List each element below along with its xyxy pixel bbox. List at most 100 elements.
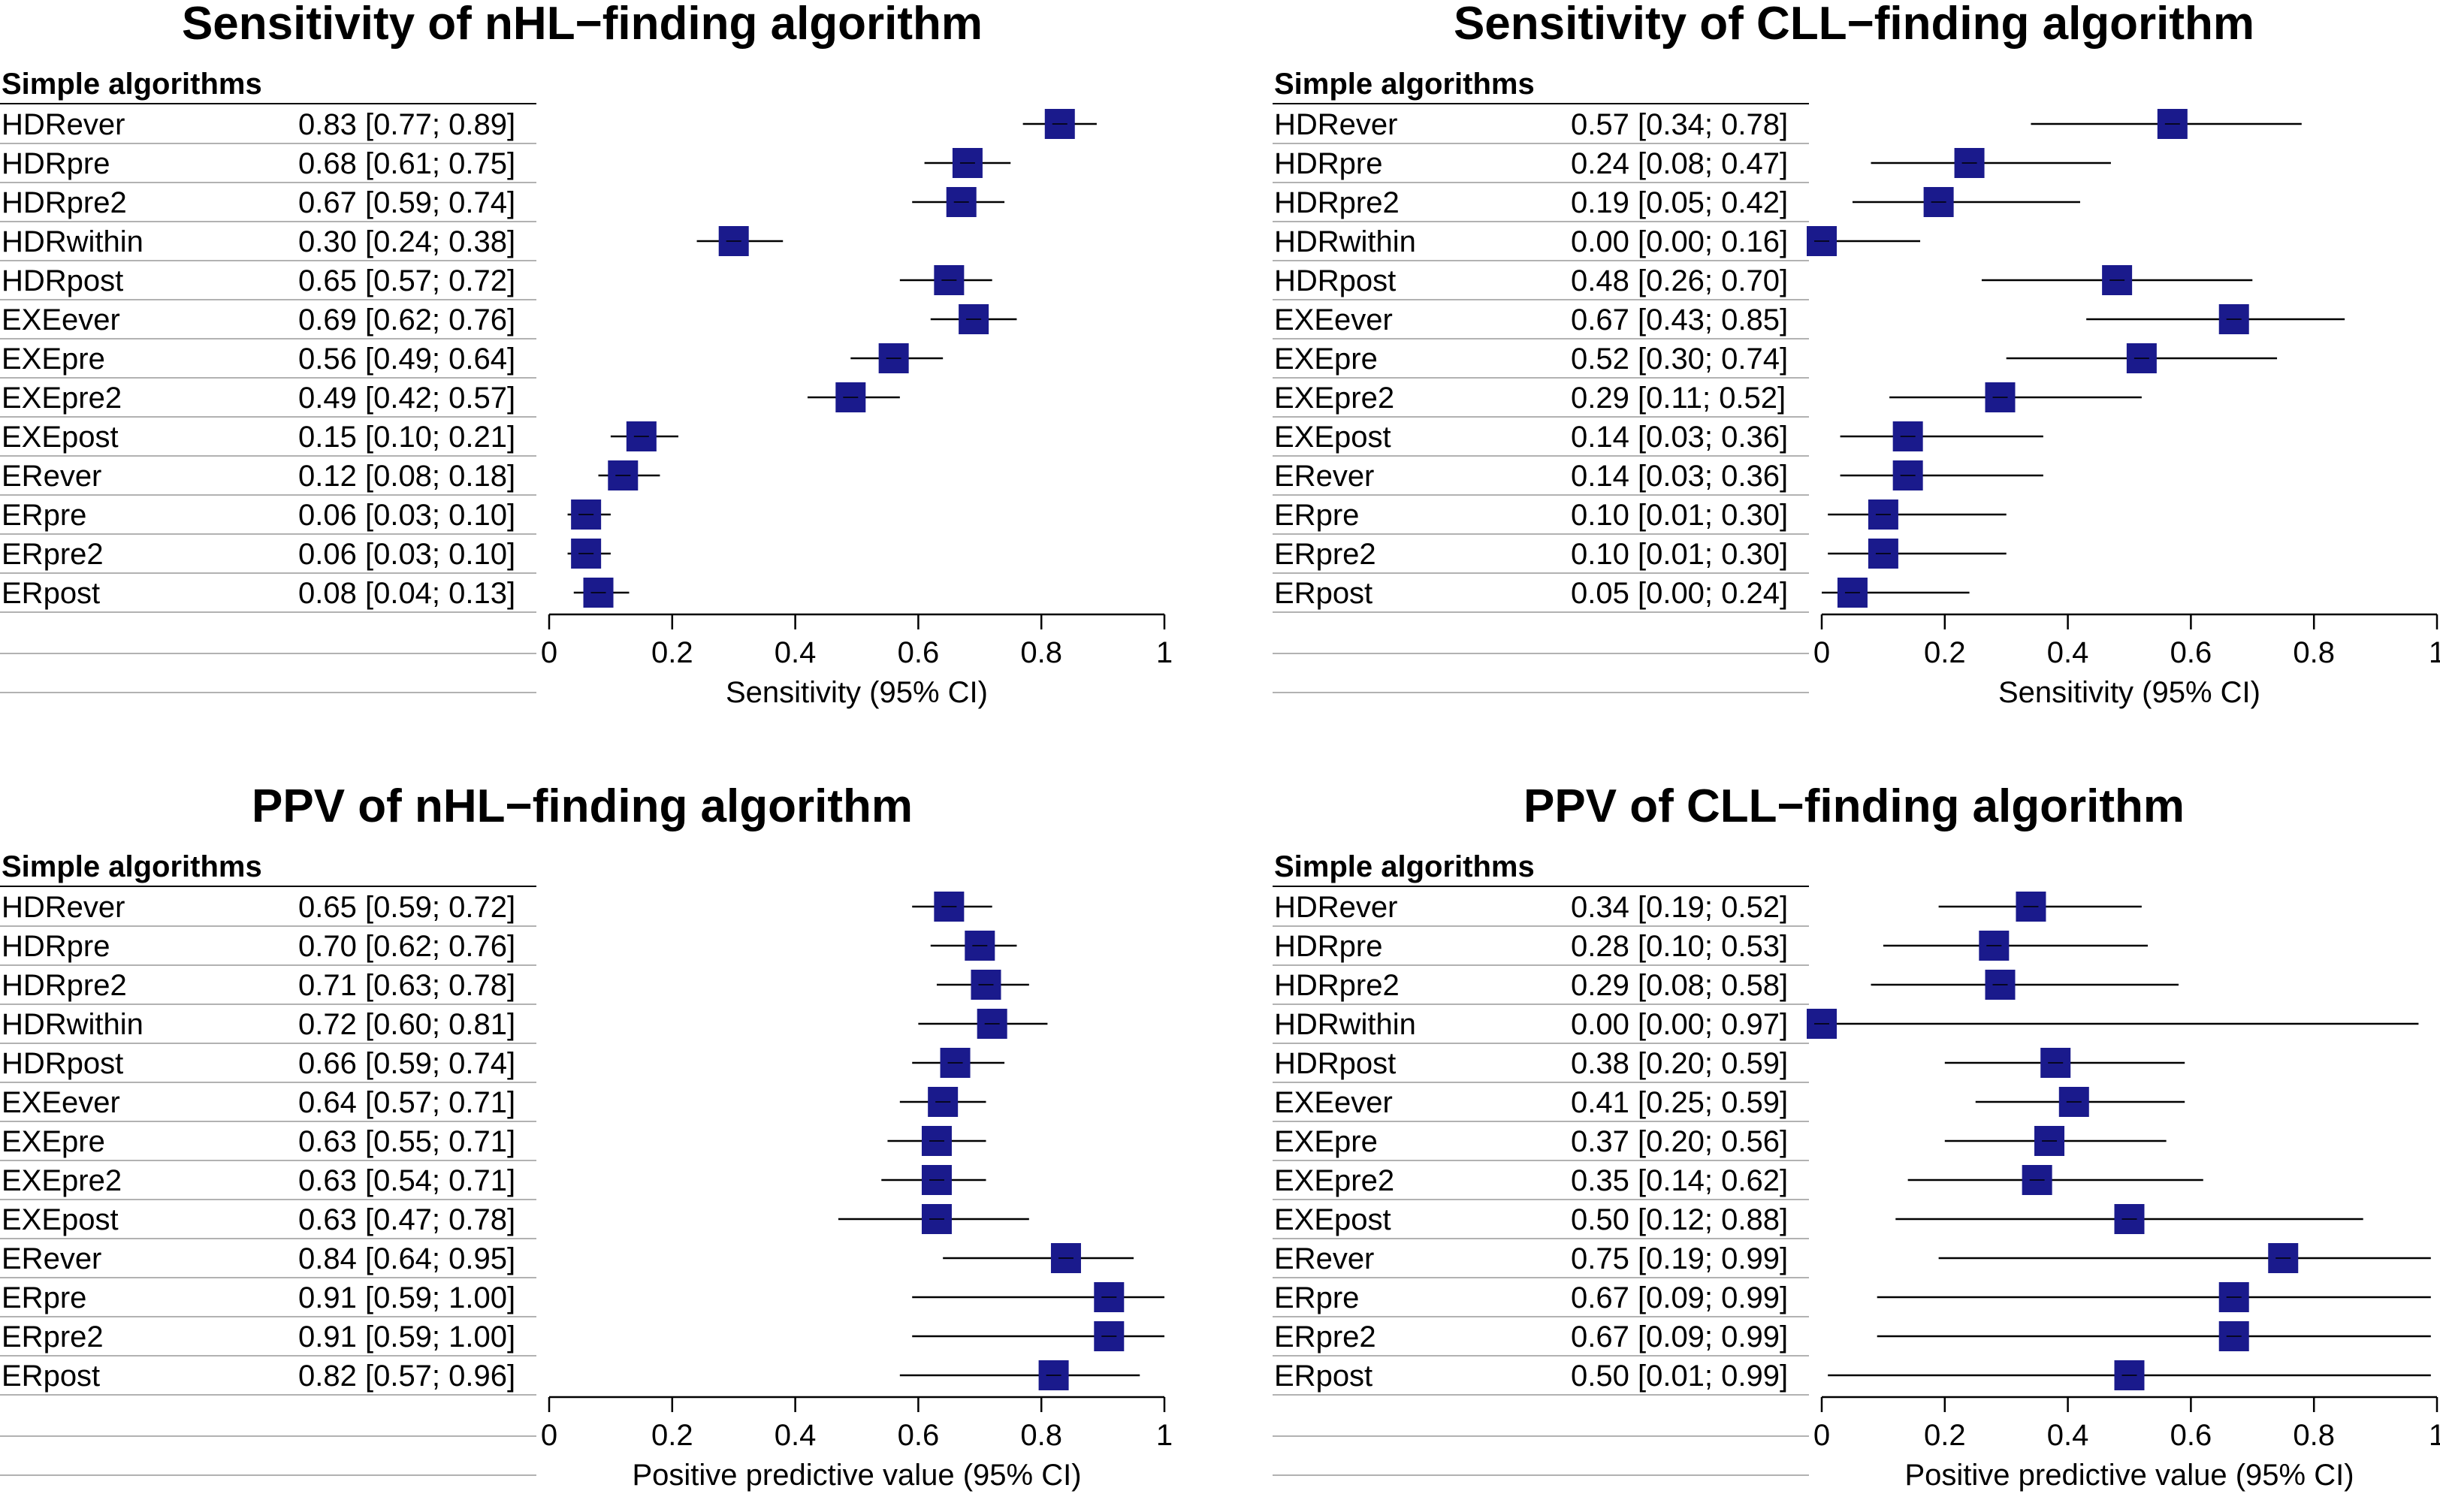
chart-title: Sensitivity of nHL−finding algorithm xyxy=(182,0,983,50)
row-estimate-text: 0.24 [0.08; 0.47] xyxy=(1571,147,1788,180)
row-estimate-text: 0.56 [0.49; 0.64] xyxy=(298,343,515,376)
row-label: ERpost xyxy=(2,1360,100,1393)
row-estimate-text: 0.67 [0.09; 0.99] xyxy=(1571,1281,1788,1314)
row-estimate-text: 0.00 [0.00; 0.16] xyxy=(1571,225,1788,258)
row-label: ERpre2 xyxy=(1274,1320,1376,1354)
row-estimate-text: 0.37 [0.20; 0.56] xyxy=(1571,1125,1788,1158)
x-tick-label: 0.4 xyxy=(2047,636,2089,669)
row-estimate-text: 0.69 [0.62; 0.76] xyxy=(298,303,515,337)
row-label: EXEpre xyxy=(2,1125,105,1158)
row-estimate-text: 0.19 [0.05; 0.42] xyxy=(1571,186,1788,219)
row-label: HDRever xyxy=(2,891,125,924)
row-label: EXEpost xyxy=(1274,421,1391,454)
row-estimate-text: 0.35 [0.14; 0.62] xyxy=(1571,1164,1788,1197)
row-label: EXEever xyxy=(2,303,120,337)
row-estimate-text: 0.29 [0.08; 0.58] xyxy=(1571,969,1788,1002)
x-tick-label: 1 xyxy=(1156,636,1173,669)
row-label: ERever xyxy=(2,460,101,493)
chart-title: Sensitivity of CLL−finding algorithm xyxy=(1454,0,2254,50)
row-estimate-text: 0.70 [0.62; 0.76] xyxy=(298,930,515,963)
row-label: HDRpre xyxy=(2,930,110,963)
x-axis-label: Positive predictive value (95% CI) xyxy=(632,1459,1081,1492)
row-label: ERever xyxy=(1274,1242,1374,1275)
row-label: HDRwithin xyxy=(1274,225,1416,258)
x-tick-label: 0.8 xyxy=(2293,636,2335,669)
row-estimate-text: 0.34 [0.19; 0.52] xyxy=(1571,891,1788,924)
row-label: EXEpre xyxy=(1274,343,1378,376)
row-estimate-text: 0.48 [0.26; 0.70] xyxy=(1571,264,1788,297)
row-estimate-text: 0.91 [0.59; 1.00] xyxy=(298,1281,515,1314)
row-label: EXEever xyxy=(2,1086,120,1119)
row-estimate-text: 0.67 [0.59; 0.74] xyxy=(298,186,515,219)
x-tick-label: 1 xyxy=(2429,1419,2440,1452)
x-tick-label: 0.2 xyxy=(1924,636,1966,669)
row-estimate-text: 0.41 [0.25; 0.59] xyxy=(1571,1086,1788,1119)
row-estimate-text: 0.82 [0.57; 0.96] xyxy=(298,1360,515,1393)
row-estimate-text: 0.67 [0.09; 0.99] xyxy=(1571,1320,1788,1354)
row-estimate-text: 0.63 [0.54; 0.71] xyxy=(298,1164,515,1197)
row-estimate-text: 0.14 [0.03; 0.36] xyxy=(1571,460,1788,493)
row-label: HDRpre2 xyxy=(1274,186,1400,219)
row-estimate-text: 0.05 [0.00; 0.24] xyxy=(1571,577,1788,610)
row-label: ERpost xyxy=(2,577,100,610)
x-tick-label: 0.8 xyxy=(1020,636,1062,669)
row-label: HDRever xyxy=(2,108,125,141)
row-label: HDRpost xyxy=(1274,264,1396,297)
row-estimate-text: 0.49 [0.42; 0.57] xyxy=(298,382,515,415)
row-estimate-text: 0.63 [0.47; 0.78] xyxy=(298,1203,515,1236)
x-tick-label: 1 xyxy=(1156,1419,1173,1452)
row-label: ERpre xyxy=(2,1281,86,1314)
x-tick-label: 0 xyxy=(541,636,557,669)
x-tick-label: 0 xyxy=(1813,1419,1830,1452)
row-label: HDRpost xyxy=(2,264,123,297)
row-estimate-text: 0.10 [0.01; 0.30] xyxy=(1571,499,1788,532)
row-estimate-text: 0.30 [0.24; 0.38] xyxy=(298,225,515,258)
row-label: ERpre xyxy=(1274,499,1359,532)
row-estimate-text: 0.65 [0.59; 0.72] xyxy=(298,891,515,924)
row-estimate-text: 0.66 [0.59; 0.74] xyxy=(298,1047,515,1080)
row-label: EXEever xyxy=(1274,1086,1393,1119)
row-estimate-text: 0.06 [0.03; 0.10] xyxy=(298,499,515,532)
row-estimate-text: 0.10 [0.01; 0.30] xyxy=(1571,538,1788,571)
row-estimate-text: 0.91 [0.59; 1.00] xyxy=(298,1320,515,1354)
row-label: HDRpre2 xyxy=(1274,969,1400,1002)
x-tick-label: 0.2 xyxy=(1924,1419,1966,1452)
row-label: ERpre xyxy=(2,499,86,532)
row-estimate-text: 0.38 [0.20; 0.59] xyxy=(1571,1047,1788,1080)
x-tick-label: 0.8 xyxy=(1020,1419,1062,1452)
row-estimate-text: 0.50 [0.12; 0.88] xyxy=(1571,1203,1788,1236)
row-label: HDRpre2 xyxy=(2,969,127,1002)
row-label: HDRpre xyxy=(1274,930,1382,963)
x-tick-label: 0.4 xyxy=(2047,1419,2089,1452)
row-label: EXEpre2 xyxy=(1274,382,1394,415)
row-estimate-text: 0.06 [0.03; 0.10] xyxy=(298,538,515,571)
row-label: HDRever xyxy=(1274,891,1397,924)
row-label: EXEpost xyxy=(1274,1203,1391,1236)
row-estimate-text: 0.52 [0.30; 0.74] xyxy=(1571,343,1788,376)
row-label: ERpre2 xyxy=(1274,538,1376,571)
row-estimate-text: 0.71 [0.63; 0.78] xyxy=(298,969,515,1002)
x-axis-label: Sensitivity (95% CI) xyxy=(1998,676,2260,709)
row-estimate-text: 0.67 [0.43; 0.85] xyxy=(1571,303,1788,337)
x-tick-label: 0.2 xyxy=(651,636,693,669)
row-label: ERpost xyxy=(1274,1360,1372,1393)
row-label: HDRpost xyxy=(2,1047,123,1080)
row-label: EXEpre xyxy=(2,343,105,376)
x-tick-label: 0 xyxy=(541,1419,557,1452)
row-label: EXEpost xyxy=(2,1203,119,1236)
row-label: HDRwithin xyxy=(2,225,143,258)
row-label: ERpre xyxy=(1274,1281,1359,1314)
row-label: HDRwithin xyxy=(1274,1008,1416,1041)
row-label: HDRwithin xyxy=(2,1008,143,1041)
row-estimate-text: 0.72 [0.60; 0.81] xyxy=(298,1008,515,1041)
row-estimate-text: 0.84 [0.64; 0.95] xyxy=(298,1242,515,1275)
row-label: HDRpre xyxy=(2,147,110,180)
row-estimate-text: 0.65 [0.57; 0.72] xyxy=(298,264,515,297)
row-label: EXEpre2 xyxy=(2,382,122,415)
row-estimate-text: 0.57 [0.34; 0.78] xyxy=(1571,108,1788,141)
x-tick-label: 0.4 xyxy=(775,636,817,669)
row-estimate-text: 0.28 [0.10; 0.53] xyxy=(1571,930,1788,963)
row-label: ERpre2 xyxy=(2,538,104,571)
x-axis-label: Sensitivity (95% CI) xyxy=(726,676,988,709)
row-label: EXEpre xyxy=(1274,1125,1378,1158)
